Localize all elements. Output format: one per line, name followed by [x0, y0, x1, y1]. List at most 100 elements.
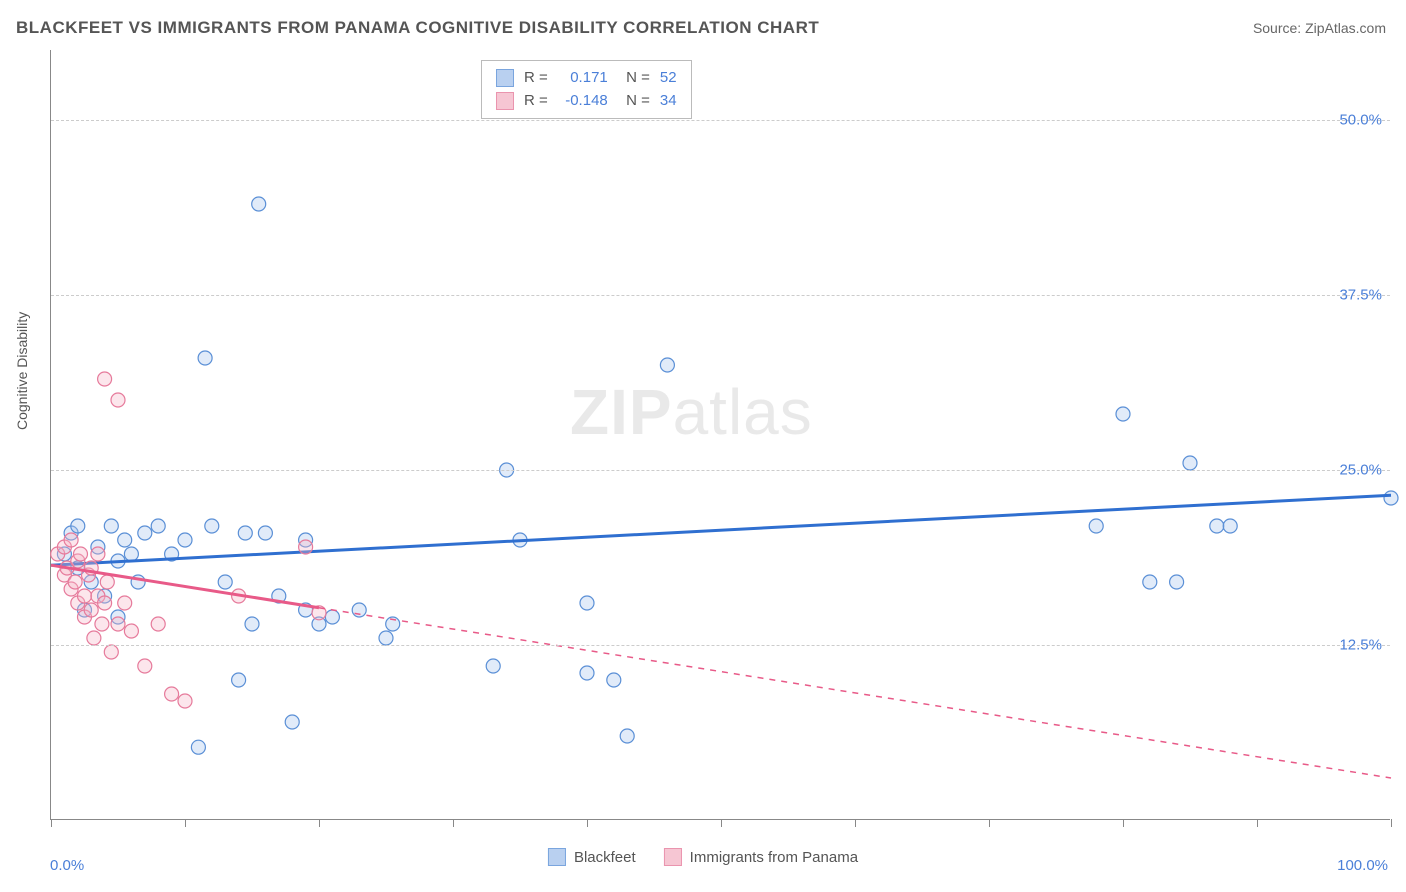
- scatter-point-blackfeet: [660, 358, 674, 372]
- scatter-point-panama: [100, 575, 114, 589]
- x-tick: [185, 819, 186, 827]
- stats-row-panama: R = -0.148 N = 34: [496, 90, 677, 113]
- scatter-point-blackfeet: [486, 659, 500, 673]
- legend-item-blackfeet: Blackfeet: [548, 848, 636, 866]
- scatter-point-panama: [98, 596, 112, 610]
- scatter-point-panama: [111, 617, 125, 631]
- x-axis-max-label: 100.0%: [1337, 857, 1388, 874]
- scatter-point-blackfeet: [285, 715, 299, 729]
- legend-label-blackfeet: Blackfeet: [574, 849, 636, 866]
- r-label: R =: [524, 67, 548, 90]
- chart-title: BLACKFEET VS IMMIGRANTS FROM PANAMA COGN…: [16, 18, 819, 38]
- x-tick: [1123, 819, 1124, 827]
- legend-label-panama: Immigrants from Panama: [690, 849, 858, 866]
- scatter-point-blackfeet: [1384, 491, 1398, 505]
- n-label: N =: [618, 90, 650, 113]
- y-axis-label: Cognitive Disability: [14, 312, 30, 430]
- scatter-point-blackfeet: [205, 519, 219, 533]
- scatter-point-blackfeet: [325, 610, 339, 624]
- scatter-point-blackfeet: [218, 575, 232, 589]
- scatter-point-blackfeet: [580, 666, 594, 680]
- scatter-point-blackfeet: [1116, 407, 1130, 421]
- n-value-blackfeet: 52: [660, 67, 677, 90]
- scatter-point-panama: [111, 393, 125, 407]
- scatter-point-panama: [178, 694, 192, 708]
- r-label: R =: [524, 90, 548, 113]
- x-tick: [721, 819, 722, 827]
- scatter-point-blackfeet: [379, 631, 393, 645]
- gridline: [51, 295, 1390, 296]
- legend-swatch-blackfeet: [548, 848, 566, 866]
- scatter-point-panama: [95, 617, 109, 631]
- gridline: [51, 470, 1390, 471]
- scatter-point-panama: [98, 372, 112, 386]
- y-tick-label: 50.0%: [1339, 112, 1382, 129]
- x-tick: [587, 819, 588, 827]
- x-tick: [1257, 819, 1258, 827]
- legend-item-panama: Immigrants from Panama: [664, 848, 858, 866]
- scatter-point-blackfeet: [178, 533, 192, 547]
- x-tick: [855, 819, 856, 827]
- chart-plot-area: R = 0.171 N = 52 R = -0.148 N = 34 12.5% 25.0%…: [50, 50, 1390, 820]
- chart-svg: [51, 50, 1391, 820]
- x-tick: [319, 819, 320, 827]
- stats-legend-box: R = 0.171 N = 52 R = -0.148 N = 34: [481, 60, 692, 119]
- swatch-panama: [496, 92, 514, 110]
- n-label: N =: [618, 67, 650, 90]
- scatter-point-blackfeet: [118, 533, 132, 547]
- x-axis-min-label: 0.0%: [50, 857, 84, 874]
- scatter-point-blackfeet: [198, 351, 212, 365]
- scatter-point-blackfeet: [1210, 519, 1224, 533]
- scatter-point-blackfeet: [1223, 519, 1237, 533]
- scatter-point-blackfeet: [71, 519, 85, 533]
- scatter-point-blackfeet: [1089, 519, 1103, 533]
- x-tick: [51, 819, 52, 827]
- scatter-point-panama: [87, 631, 101, 645]
- scatter-point-blackfeet: [191, 740, 205, 754]
- y-tick-label: 12.5%: [1339, 637, 1382, 654]
- scatter-point-panama: [138, 659, 152, 673]
- scatter-point-blackfeet: [252, 197, 266, 211]
- scatter-point-panama: [124, 624, 138, 638]
- scatter-point-blackfeet: [238, 526, 252, 540]
- scatter-point-blackfeet: [124, 547, 138, 561]
- x-tick: [1391, 819, 1392, 827]
- source-label: Source: ZipAtlas.com: [1253, 20, 1386, 36]
- r-value-panama: -0.148: [558, 90, 608, 113]
- scatter-point-blackfeet: [258, 526, 272, 540]
- gridline: [51, 645, 1390, 646]
- swatch-blackfeet: [496, 69, 514, 87]
- y-tick-label: 37.5%: [1339, 287, 1382, 304]
- scatter-point-blackfeet: [245, 617, 259, 631]
- scatter-point-blackfeet: [1183, 456, 1197, 470]
- scatter-point-blackfeet: [620, 729, 634, 743]
- scatter-point-panama: [73, 547, 87, 561]
- gridline: [51, 120, 1390, 121]
- scatter-point-panama: [91, 547, 105, 561]
- scatter-point-panama: [151, 617, 165, 631]
- scatter-point-blackfeet: [1170, 575, 1184, 589]
- r-value-blackfeet: 0.171: [558, 67, 608, 90]
- scatter-point-panama: [84, 603, 98, 617]
- scatter-point-panama: [299, 540, 313, 554]
- x-tick: [989, 819, 990, 827]
- scatter-point-panama: [68, 575, 82, 589]
- scatter-point-blackfeet: [232, 673, 246, 687]
- scatter-point-panama: [165, 687, 179, 701]
- scatter-point-blackfeet: [138, 526, 152, 540]
- n-value-panama: 34: [660, 90, 677, 113]
- scatter-point-panama: [64, 533, 78, 547]
- scatter-point-blackfeet: [607, 673, 621, 687]
- trend-line-dashed-panama: [319, 608, 1391, 778]
- scatter-point-blackfeet: [580, 596, 594, 610]
- scatter-point-panama: [118, 596, 132, 610]
- stats-row-blackfeet: R = 0.171 N = 52: [496, 67, 677, 90]
- x-tick: [453, 819, 454, 827]
- scatter-point-blackfeet: [1143, 575, 1157, 589]
- scatter-point-panama: [78, 589, 92, 603]
- scatter-point-blackfeet: [151, 519, 165, 533]
- scatter-point-panama: [104, 645, 118, 659]
- scatter-point-blackfeet: [104, 519, 118, 533]
- y-tick-label: 25.0%: [1339, 462, 1382, 479]
- bottom-legend: Blackfeet Immigrants from Panama: [548, 848, 858, 866]
